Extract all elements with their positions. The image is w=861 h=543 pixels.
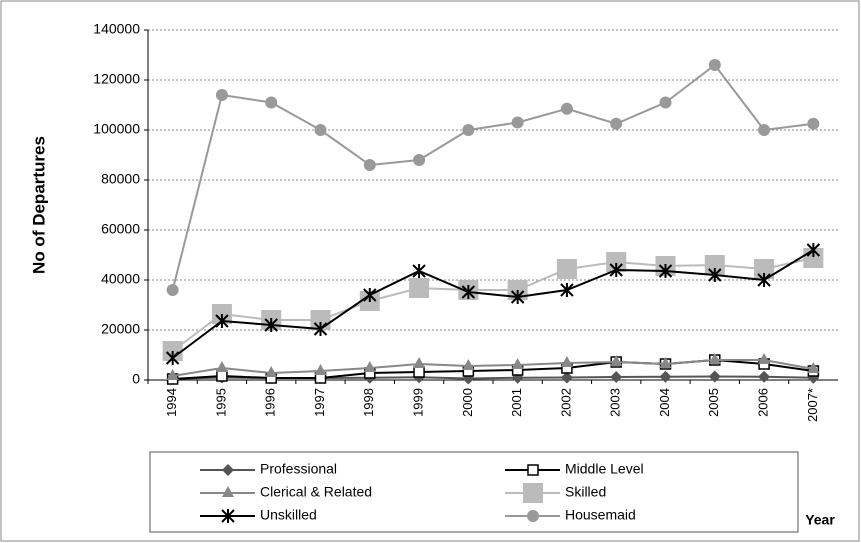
marker: [523, 483, 543, 503]
marker: [461, 285, 476, 299]
marker: [363, 361, 376, 372]
x-tick-label: 2004: [657, 388, 672, 417]
legend-label: Unskilled: [260, 507, 317, 523]
marker: [363, 288, 377, 302]
legend-label: Clerical & Related: [260, 484, 372, 500]
marker: [758, 124, 771, 136]
marker: [758, 370, 771, 383]
marker: [606, 252, 627, 272]
marker: [807, 117, 820, 130]
x-tick-label: 2002: [558, 388, 573, 417]
marker: [510, 290, 525, 304]
x-tick-label: 1994: [164, 388, 179, 417]
marker: [610, 355, 623, 366]
marker: [560, 371, 573, 384]
marker: [511, 116, 524, 129]
x-tick-label: 2000: [460, 388, 475, 417]
x-tick-label: 1996: [263, 388, 278, 417]
legend-label: Housemaid: [565, 507, 636, 523]
marker: [556, 259, 577, 279]
marker: [314, 364, 327, 375]
x-tick-label: 2007*: [805, 388, 820, 422]
x-tick-label: 2001: [509, 388, 524, 417]
y-tick-label: 40000: [101, 271, 140, 287]
marker: [757, 273, 771, 287]
marker: [215, 361, 228, 372]
marker: [708, 353, 721, 364]
y-tick-label: 80000: [101, 171, 140, 187]
marker: [806, 243, 821, 257]
y-tick-label: 120000: [93, 71, 140, 87]
marker: [221, 509, 235, 523]
y-axis-label: No of Departures: [29, 136, 48, 274]
y-tick-label: 100000: [93, 121, 140, 137]
x-tick-label: 1997: [312, 388, 327, 417]
marker: [527, 510, 539, 522]
x-tick-label: 2006: [756, 388, 771, 417]
marker: [527, 464, 539, 476]
marker: [659, 357, 672, 368]
marker: [166, 284, 179, 296]
legend-frame: [149, 451, 799, 533]
x-tick-label: 2003: [608, 388, 623, 417]
marker: [609, 263, 623, 277]
marker: [560, 102, 573, 115]
legend-label: Professional: [260, 461, 337, 477]
y-tick-label: 0: [132, 371, 140, 387]
marker: [758, 353, 771, 364]
marker: [659, 96, 672, 109]
marker: [412, 264, 426, 278]
marker: [363, 159, 376, 171]
marker: [413, 154, 426, 166]
y-tick-label: 140000: [93, 21, 140, 37]
marker: [215, 314, 229, 328]
marker: [413, 357, 426, 368]
marker: [165, 351, 180, 365]
x-tick-label: 1999: [411, 388, 426, 417]
marker: [511, 358, 524, 369]
y-tick-label: 60000: [101, 221, 140, 237]
series-line: [172, 249, 814, 359]
marker: [560, 356, 573, 367]
series-line: [171, 63, 814, 291]
marker: [216, 370, 228, 382]
marker: [708, 268, 722, 282]
legend-label: Skilled: [565, 484, 606, 500]
marker: [560, 283, 574, 297]
marker: [409, 278, 430, 298]
marker: [313, 322, 328, 336]
marker: [222, 486, 234, 497]
marker: [265, 96, 278, 109]
marker: [413, 366, 425, 378]
marker: [708, 59, 721, 71]
x-tick-label: 2005: [706, 388, 721, 417]
marker: [462, 124, 475, 136]
marker: [610, 371, 623, 383]
x-tick-label: 1995: [213, 388, 228, 417]
y-tick-label: 20000: [101, 321, 140, 337]
series-line: [172, 359, 814, 377]
x-tick-label: 1998: [361, 388, 376, 417]
marker: [166, 369, 179, 380]
marker: [314, 124, 327, 136]
marker: [215, 89, 228, 101]
legend-label: Middle Level: [565, 461, 644, 477]
marker: [807, 362, 820, 373]
marker: [265, 366, 278, 377]
marker: [264, 318, 278, 332]
marker: [462, 359, 475, 370]
x-axis-label: Year: [805, 512, 835, 528]
marker: [659, 370, 672, 383]
marker: [708, 370, 721, 383]
marker: [610, 117, 623, 130]
marker: [222, 464, 234, 476]
marker: [658, 264, 673, 278]
